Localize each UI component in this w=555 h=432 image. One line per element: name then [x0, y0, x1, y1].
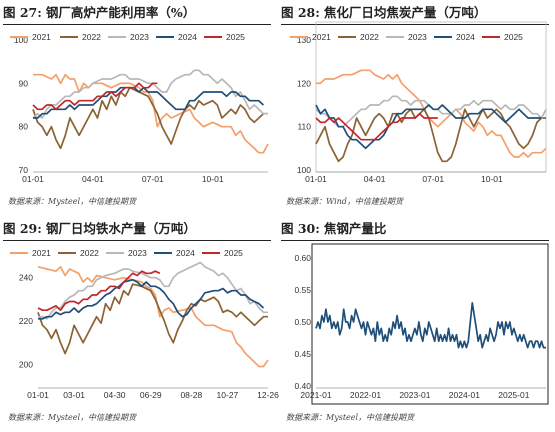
legend-item-2025: 2025	[202, 248, 243, 258]
chart-panel-coke-output: 图 28: 焦化厂日均焦炭产量（万吨） 100 110 120 130 01-01 04-0…	[278, 0, 555, 216]
blast-furnace-utilization-chart: 70 80 90 100 01-01 04-01 07-01 10-01 2021 2022 202…	[10, 32, 269, 184]
legend-item-2021: 2021	[10, 248, 51, 258]
x-tick-label: 08-28	[180, 390, 202, 400]
y-tick-label: 80	[19, 122, 29, 132]
x-tick-label: 03-01	[63, 390, 85, 400]
legend-item-2024: 2024	[434, 32, 475, 42]
legend-item-2024: 2024	[156, 32, 197, 42]
chart-title: 图 27: 钢厂高炉产能利用率（%）	[3, 4, 271, 25]
x-tick-label: 12-26	[257, 390, 279, 400]
y-tick-label: 0.55	[294, 285, 311, 295]
x-tick-label: 07-01	[142, 174, 164, 184]
chart-source: 数据来源：Mysteel，中信建投期货	[8, 413, 137, 422]
y-tick-label: 0.50	[294, 317, 311, 327]
y-tick-label: 0.40	[294, 381, 311, 391]
legend-item-2021: 2021	[290, 32, 331, 42]
legend-label: 2022	[360, 32, 379, 42]
y-tick-label: 240	[19, 273, 33, 283]
legend-label: 2023	[408, 32, 427, 42]
x-tick-label: 06-29	[140, 390, 162, 400]
legend-label: 2021	[32, 248, 51, 258]
legend-item-2023: 2023	[106, 248, 147, 258]
hot-metal-output-chart: 200 220 240 01-01 03-01 04-30 06-29 08-28 10-27 1…	[10, 248, 279, 400]
series-line-2021	[37, 265, 269, 368]
series-line-2023	[38, 261, 268, 320]
legend-item-2022: 2022	[60, 32, 101, 42]
plot-border	[315, 21, 547, 173]
legend-item-2021: 2021	[10, 32, 51, 42]
x-tick-label: 10-01	[202, 174, 224, 184]
chart-title: 图 29: 钢厂日均铁水产量（万吨）	[3, 220, 271, 241]
x-tick-label: 04-01	[82, 174, 104, 184]
y-tick-label: 130	[297, 35, 311, 45]
series-line-2024	[33, 86, 264, 119]
coke-steel-ratio-chart: 0.40 0.45 0.50 0.55 0.60 2021-01 2022-01 2023-0…	[294, 243, 549, 405]
y-tick-label: 100	[297, 165, 311, 175]
legend-label: 2024	[176, 248, 195, 258]
series-line-2024	[38, 278, 265, 320]
chart-frame	[311, 243, 549, 405]
legend-item-2024: 2024	[154, 248, 195, 258]
legend-label: 2024	[456, 32, 475, 42]
series-line-2022	[315, 108, 546, 163]
y-tick-label: 100	[14, 35, 28, 45]
chart-title: 图 30: 焦钢产量比	[281, 220, 549, 241]
series-line-2023	[315, 95, 547, 128]
y-tick-label: 110	[297, 122, 311, 132]
x-tick-label: 04-30	[104, 390, 126, 400]
chart-source: 数据来源：Mysteel，中信建投期货	[286, 413, 415, 422]
legend-label: 2025	[226, 32, 245, 42]
legend-label: 2023	[128, 248, 147, 258]
legend-label: 2025	[504, 32, 523, 42]
y-tick-label: 120	[297, 78, 311, 88]
legend-label: 2025	[224, 248, 243, 258]
x-tick-label: 10-01	[481, 174, 503, 184]
series-line-2024	[315, 104, 542, 150]
x-tick-label: 2023-01	[399, 390, 430, 400]
legend-label: 2022	[82, 32, 101, 42]
legend-label: 2021	[32, 32, 51, 42]
series-line-2021	[316, 69, 547, 158]
y-tick-label: 70	[19, 165, 29, 175]
series-line-2025	[315, 112, 438, 141]
y-tick-label: 90	[19, 78, 29, 88]
x-tick-label: 01-01	[27, 390, 49, 400]
x-tick-label: 2025-01	[498, 390, 529, 400]
series-line-2022	[32, 86, 268, 150]
x-tick-label: 01-01	[305, 174, 327, 184]
chart-source: 数据来源：Wind，中信建投期货	[286, 197, 403, 206]
legend-label: 2022	[80, 248, 99, 258]
chart-title: 图 28: 焦化厂日均焦炭产量（万吨）	[281, 4, 549, 25]
y-tick-label: 200	[19, 359, 33, 369]
series-line-2022	[37, 283, 268, 355]
coke-daily-output-chart: 100 110 120 130 01-01 04-01 07-01 10-01 2021 2022…	[290, 21, 547, 184]
series-line-2025	[32, 82, 158, 111]
legend-item-2025: 2025	[482, 32, 523, 42]
chart-panel-coke-steel-ratio: 图 30: 焦钢产量比 0.40 0.45 0.50 0.55 0.60 2021-01 20…	[278, 216, 555, 432]
series-line-2021	[33, 73, 269, 154]
series-line-ratio	[315, 301, 546, 349]
chart-source: 数据来源：Mysteel，中信建投期货	[8, 197, 137, 206]
chart-panel-blast-furnace: 图 27: 钢厂高炉产能利用率（%） 70 80 90 100 01-01 04-01 07-…	[0, 0, 277, 216]
legend-label: 2023	[130, 32, 149, 42]
x-tick-label: 10-27	[217, 390, 239, 400]
legend-item-2023: 2023	[386, 32, 427, 42]
x-tick-label: 07-01	[422, 174, 444, 184]
y-tick-label: 220	[19, 316, 33, 326]
legend-item-2023: 2023	[108, 32, 149, 42]
x-tick-label: 2024-01	[449, 390, 480, 400]
legend-label: 2024	[178, 32, 197, 42]
y-tick-label: 0.45	[294, 349, 311, 359]
legend-label: 2021	[312, 32, 331, 42]
x-tick-label: 01-01	[22, 174, 44, 184]
x-tick-label: 04-01	[364, 174, 386, 184]
x-tick-label: 2022-01	[350, 390, 381, 400]
x-tick-label: 2021-01	[300, 390, 331, 400]
series-line-2025	[37, 270, 161, 312]
legend-item-2022: 2022	[58, 248, 99, 258]
legend-item-2022: 2022	[338, 32, 379, 42]
y-tick-label: 0.60	[294, 253, 311, 263]
chart-panel-hot-metal: 图 29: 钢厂日均铁水产量（万吨） 200 220 240 01-01 03-01 04-…	[0, 216, 279, 432]
legend-item-2025: 2025	[204, 32, 245, 42]
